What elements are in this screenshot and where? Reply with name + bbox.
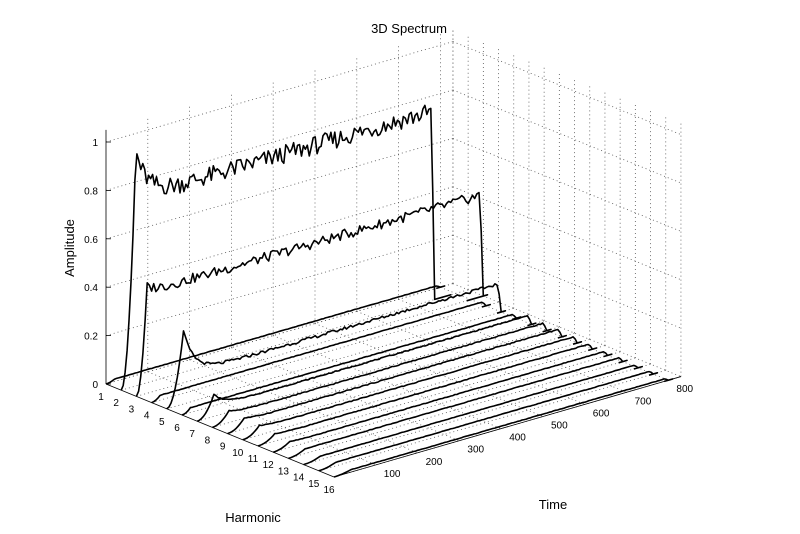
x-tick-label: 2 (113, 398, 119, 409)
z-tick-label: 0.4 (84, 283, 98, 294)
series-line (181, 313, 522, 416)
grid-line (452, 41, 682, 135)
series-line (105, 285, 446, 385)
x-tick-label: 14 (293, 473, 305, 484)
y-tick-label: 200 (426, 457, 443, 468)
series-line (333, 378, 674, 478)
x-tick-label: 6 (174, 423, 180, 434)
y-tick-label: 600 (593, 408, 610, 419)
grid-line (105, 283, 454, 385)
series-line (151, 301, 491, 404)
y-axis-title: Time (539, 497, 567, 512)
grid-line (452, 137, 682, 232)
x-tick-label: 15 (308, 479, 320, 490)
grid-line (452, 89, 682, 184)
x-tick-label: 1 (98, 392, 104, 403)
tick-labels: 00.20.40.60.8112345678910111213141516100… (84, 138, 693, 496)
grid-line (105, 41, 454, 143)
grid-line (166, 307, 514, 410)
series-line (135, 191, 489, 397)
series-line (212, 322, 552, 429)
x-tick-label: 13 (278, 466, 290, 477)
z-tick-label: 0.8 (84, 186, 98, 197)
grid-line (452, 234, 682, 329)
x-tick-label: 12 (263, 460, 275, 471)
series-line (196, 315, 537, 422)
x-tick-label: 9 (220, 442, 226, 453)
grid-line (288, 357, 636, 459)
z-tick-label: 1 (92, 138, 98, 149)
x-tick-label: 8 (205, 435, 211, 446)
x-tick-label: 16 (323, 485, 335, 496)
series-line (303, 364, 643, 466)
z-tick-label: 0.6 (84, 235, 98, 246)
grid-line (121, 289, 469, 391)
z-tick-label: 0 (92, 380, 98, 391)
grid-line (151, 301, 499, 403)
y-tick-label: 100 (384, 469, 401, 480)
z-axis-title: Amplitude (62, 219, 77, 277)
y-tick-label: 300 (467, 445, 484, 456)
y-axis-line (333, 376, 682, 478)
series-line (318, 370, 659, 472)
z-tick-label: 0.2 (84, 332, 98, 343)
grid-line (105, 89, 454, 191)
grid-line (105, 234, 454, 336)
x-tick-label: 3 (129, 404, 135, 415)
x-axis-line (105, 383, 335, 478)
x-tick-label: 5 (159, 417, 165, 428)
series-line (272, 351, 613, 453)
grid-line (318, 369, 666, 472)
x-tick-label: 10 (232, 448, 244, 459)
y-tick-label: 700 (635, 396, 652, 407)
series-line (227, 328, 567, 435)
series-line (288, 356, 628, 460)
grid-line (452, 186, 682, 281)
grid-line (303, 363, 651, 465)
x-axis-title: Harmonic (225, 510, 281, 525)
series-line (120, 104, 452, 391)
series-lines (105, 104, 674, 478)
grid-line (105, 137, 454, 240)
y-tick-label: 500 (551, 421, 568, 432)
grid-line (242, 338, 590, 441)
grid-line (105, 186, 454, 288)
x-tick-label: 4 (144, 411, 150, 422)
grid-line (257, 345, 606, 447)
chart-title: 3D Spectrum (371, 21, 447, 36)
series-line (257, 343, 598, 447)
grid-line (273, 351, 621, 453)
grid-line (212, 326, 560, 428)
grid-line (147, 371, 376, 466)
y-tick-label: 800 (676, 384, 693, 395)
x-tick-label: 11 (248, 454, 259, 465)
grid-line (227, 332, 575, 434)
x-tick-label: 7 (189, 429, 195, 440)
series-line (166, 283, 507, 410)
grid-line (197, 320, 545, 422)
grid-line (136, 295, 484, 397)
series-line (242, 336, 583, 441)
y-tick-label: 400 (509, 433, 526, 444)
